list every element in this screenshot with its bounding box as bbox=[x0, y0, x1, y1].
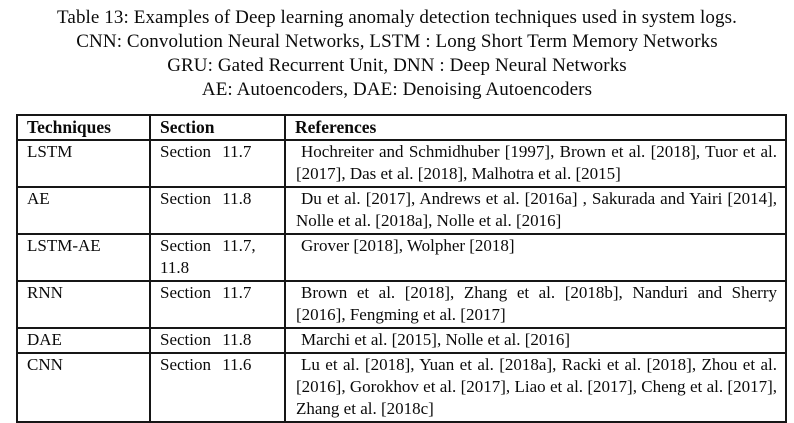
references-cell: Du et al. [2017], Andrews et al. [2016a]… bbox=[284, 186, 787, 235]
caption-title-line: Table 13: Examples of Deep learning anom… bbox=[57, 7, 737, 28]
technique-cell: RNN bbox=[16, 280, 151, 329]
table-row-rnn: RNN Section 11.7 Brown et al. [2018], Zh… bbox=[16, 280, 787, 329]
table-row-dae: DAE Section 11.8 Marchi et al. [2015], N… bbox=[16, 327, 787, 354]
col-header-section: Section bbox=[149, 114, 286, 141]
col-header-techniques: Techniques bbox=[16, 114, 151, 141]
table-row-ae: AE Section 11.8 Du et al. [2017], Andrew… bbox=[16, 186, 787, 235]
table-row-lstm-ae: LSTM-AE Section 11.7, 11.8 Grover [2018]… bbox=[16, 233, 787, 282]
technique-cell: LSTM-AE bbox=[16, 233, 151, 282]
section-cell: Section 11.7 bbox=[149, 139, 286, 188]
techniques-table: Techniques Section References LSTM Secti… bbox=[16, 114, 787, 423]
references-cell: Marchi et al. [2015], Nolle et al. [2016… bbox=[284, 327, 787, 354]
section-cell: Section 11.7, 11.8 bbox=[149, 233, 286, 282]
references-cell: Hochreiter and Schmidhuber [1997], Brown… bbox=[284, 139, 787, 188]
table-header-row: Techniques Section References bbox=[16, 114, 787, 141]
caption-abbrev-line-3: AE: Autoencoders, DAE: Denoising Autoenc… bbox=[201, 79, 593, 100]
references-cell: Brown et al. [2018], Zhang et al. [2018b… bbox=[284, 280, 787, 329]
caption-abbrev-line-1: CNN: Convolution Neural Networks, LSTM :… bbox=[76, 31, 718, 52]
table-caption: Table 13: Examples of Deep learning anom… bbox=[0, 0, 794, 102]
section-cell: Section 11.8 bbox=[149, 186, 286, 235]
section-cell: Section 11.6 bbox=[149, 352, 286, 423]
table-row-lstm: LSTM Section 11.7 Hochreiter and Schmidh… bbox=[16, 139, 787, 188]
table-row-cnn: CNN Section 11.6 Lu et al. [2018], Yuan … bbox=[16, 352, 787, 423]
technique-cell: DAE bbox=[16, 327, 151, 354]
col-header-references: References bbox=[284, 114, 787, 141]
caption-abbrev-line-2: GRU: Gated Recurrent Unit, DNN : Deep Ne… bbox=[167, 55, 627, 76]
technique-cell: CNN bbox=[16, 352, 151, 423]
technique-cell: AE bbox=[16, 186, 151, 235]
section-cell: Section 11.8 bbox=[149, 327, 286, 354]
references-cell: Lu et al. [2018], Yuan et al. [2018a], R… bbox=[284, 352, 787, 423]
technique-cell: LSTM bbox=[16, 139, 151, 188]
references-cell: Grover [2018], Wolpher [2018] bbox=[284, 233, 787, 282]
section-cell: Section 11.7 bbox=[149, 280, 286, 329]
